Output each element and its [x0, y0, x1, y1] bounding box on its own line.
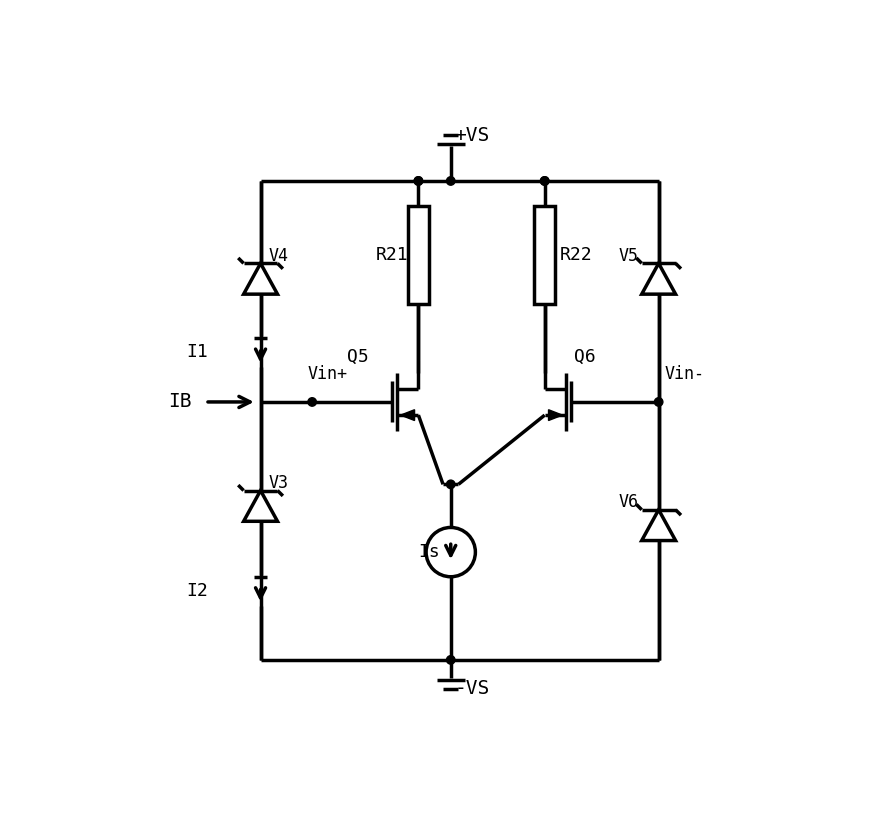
Polygon shape: [641, 509, 674, 540]
Text: V3: V3: [268, 474, 288, 491]
Polygon shape: [243, 491, 277, 522]
Text: IB: IB: [168, 393, 191, 412]
Circle shape: [653, 398, 662, 406]
Polygon shape: [400, 410, 414, 421]
Bar: [533, 205, 555, 304]
Text: +VS: +VS: [454, 126, 489, 144]
Text: Q6: Q6: [574, 348, 595, 366]
Text: V4: V4: [268, 247, 288, 265]
Circle shape: [540, 177, 548, 185]
Text: Vin+: Vin+: [307, 364, 347, 383]
Text: Vin-: Vin-: [664, 364, 704, 383]
Circle shape: [540, 177, 548, 185]
Circle shape: [425, 527, 474, 577]
Circle shape: [414, 177, 422, 185]
Polygon shape: [641, 263, 674, 294]
Text: R22: R22: [560, 246, 592, 264]
Text: Q5: Q5: [346, 348, 368, 366]
Bar: [407, 205, 429, 304]
Text: -VS: -VS: [454, 680, 489, 698]
Text: V6: V6: [618, 493, 638, 511]
Polygon shape: [548, 410, 562, 421]
Text: I1: I1: [186, 343, 208, 361]
Text: V5: V5: [618, 247, 638, 265]
Circle shape: [446, 480, 454, 488]
Text: I2: I2: [186, 582, 208, 600]
Circle shape: [446, 177, 454, 185]
Text: R21: R21: [375, 246, 408, 264]
Circle shape: [414, 177, 422, 185]
Circle shape: [308, 398, 316, 406]
Text: Is: Is: [418, 543, 439, 561]
Polygon shape: [243, 263, 277, 294]
Circle shape: [446, 655, 454, 664]
